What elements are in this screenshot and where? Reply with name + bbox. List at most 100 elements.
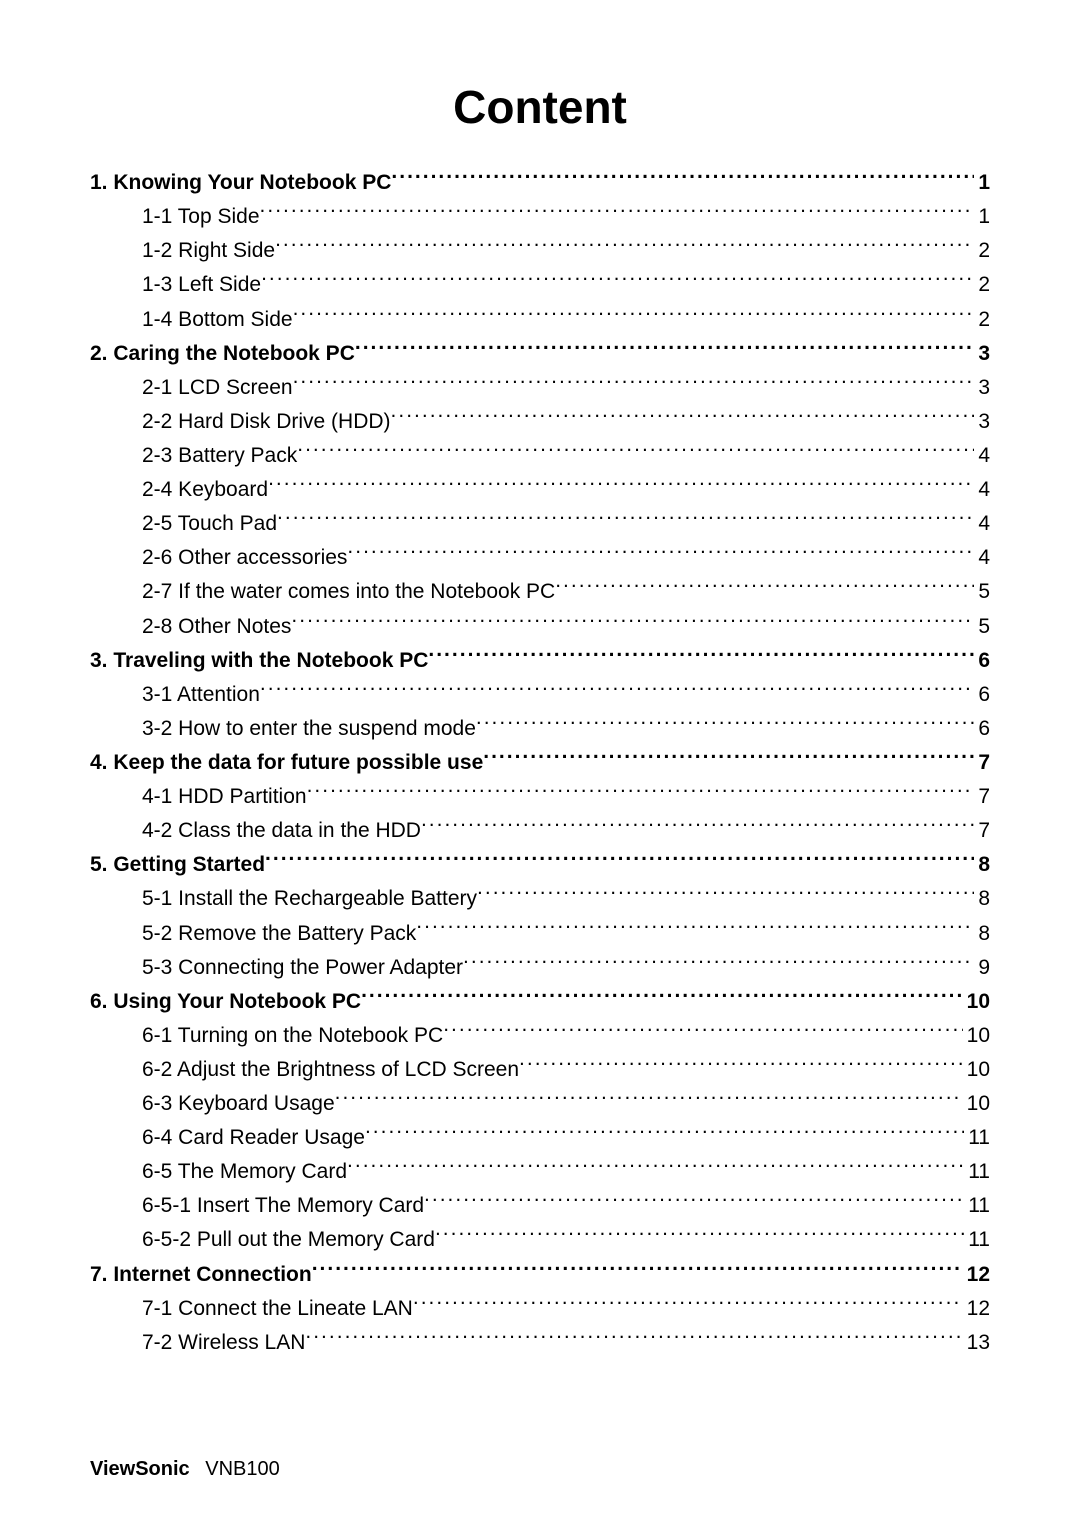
- toc-row: 1. Knowing Your Notebook PC 1: [90, 166, 990, 200]
- footer-brand: ViewSonic: [90, 1458, 190, 1480]
- toc-label: 7. Internet Connection: [90, 1258, 312, 1292]
- toc-label: 4-2 Class the data in the HDD: [142, 814, 421, 848]
- toc-label: 2-8 Other Notes: [142, 610, 291, 644]
- toc-leader-dots: [477, 882, 974, 905]
- toc-label: 6-5-2 Pull out the Memory Card: [142, 1223, 435, 1257]
- toc-row: 6-3 Keyboard Usage 10: [90, 1087, 990, 1121]
- toc-leader-dots: [277, 507, 974, 530]
- toc-leader-dots: [260, 678, 974, 701]
- toc-leader-dots: [413, 1292, 963, 1315]
- toc-label: 7-1 Connect the Lineate LAN: [142, 1292, 413, 1326]
- toc-row: 2-3 Battery Pack 4: [90, 439, 990, 473]
- toc-label: 6-4 Card Reader Usage: [142, 1121, 365, 1155]
- toc-label: 5-2 Remove the Battery Pack: [142, 917, 416, 951]
- toc-row: 4-2 Class the data in the HDD 7: [90, 814, 990, 848]
- toc-row: 6. Using Your Notebook PC 10: [90, 985, 990, 1019]
- toc-leader-dots: [428, 644, 974, 667]
- toc-leader-dots: [261, 268, 974, 291]
- toc-page-number: 4: [974, 507, 990, 541]
- toc-label: 7-2 Wireless LAN: [142, 1326, 305, 1360]
- toc-page-number: 3: [974, 337, 990, 371]
- toc-row: 7-1 Connect the Lineate LAN 12: [90, 1292, 990, 1326]
- toc-leader-dots: [424, 1189, 964, 1212]
- toc-page-number: 8: [974, 917, 990, 951]
- toc-row: 2-7 If the water comes into the Notebook…: [90, 575, 990, 609]
- toc-page-number: 5: [974, 610, 990, 644]
- toc-page-number: 8: [974, 848, 990, 882]
- toc-page-number: 4: [974, 541, 990, 575]
- toc-label: 1-1 Top Side: [142, 200, 260, 234]
- toc-leader-dots: [365, 1121, 964, 1144]
- toc-leader-dots: [435, 1223, 964, 1246]
- toc-page-number: 10: [963, 985, 990, 1019]
- toc-page-number: 6: [974, 712, 990, 746]
- toc-label: 1-3 Left Side: [142, 268, 261, 302]
- toc-row: 2-5 Touch Pad 4: [90, 507, 990, 541]
- toc-leader-dots: [275, 234, 974, 257]
- toc-leader-dots: [391, 405, 975, 428]
- toc-leader-dots: [421, 814, 974, 837]
- toc-page-number: 12: [963, 1292, 990, 1326]
- toc-row: 1-1 Top Side 1: [90, 200, 990, 234]
- toc-leader-dots: [347, 541, 974, 564]
- toc-row: 1-2 Right Side 2: [90, 234, 990, 268]
- toc-label: 1-4 Bottom Side: [142, 303, 293, 337]
- toc-page-number: 11: [964, 1223, 990, 1257]
- toc-leader-dots: [297, 439, 974, 462]
- toc-label: 2-5 Touch Pad: [142, 507, 277, 541]
- toc-label: 2-7 If the water comes into the Notebook…: [142, 575, 555, 609]
- toc-row: 6-2 Adjust the Brightness of LCD Screen …: [90, 1053, 990, 1087]
- toc-label: 2-3 Battery Pack: [142, 439, 297, 473]
- toc-page-number: 12: [963, 1258, 990, 1292]
- toc-leader-dots: [355, 337, 974, 360]
- toc-label: 5-3 Connecting the Power Adapter: [142, 951, 463, 985]
- toc-leader-dots: [293, 371, 975, 394]
- toc-row: 1-3 Left Side 2: [90, 268, 990, 302]
- toc-row: 4. Keep the data for future possible use…: [90, 746, 990, 780]
- toc-row: 7-2 Wireless LAN 13: [90, 1326, 990, 1360]
- toc-leader-dots: [463, 951, 974, 974]
- toc-page-number: 13: [963, 1326, 990, 1360]
- toc-label: 6-5 The Memory Card: [142, 1155, 347, 1189]
- toc-page-number: 4: [974, 439, 990, 473]
- toc-label: 2. Caring the Notebook PC: [90, 337, 355, 371]
- toc-leader-dots: [519, 1053, 963, 1076]
- toc-leader-dots: [476, 712, 974, 735]
- toc-row: 3-2 How to enter the suspend mode 6: [90, 712, 990, 746]
- toc-row: 3-1 Attention 6: [90, 678, 990, 712]
- toc-row: 6-1 Turning on the Notebook PC 10: [90, 1019, 990, 1053]
- toc-page-number: 6: [974, 644, 990, 678]
- toc-label: 3-1 Attention: [142, 678, 260, 712]
- toc-leader-dots: [312, 1258, 963, 1281]
- toc-leader-dots: [347, 1155, 964, 1178]
- toc-leader-dots: [307, 780, 975, 803]
- toc-leader-dots: [265, 848, 974, 871]
- toc-page-number: 2: [974, 303, 990, 337]
- toc-page-number: 2: [974, 268, 990, 302]
- toc-page-number: 4: [974, 473, 990, 507]
- toc-row: 7. Internet Connection 12: [90, 1258, 990, 1292]
- toc-leader-dots: [305, 1326, 962, 1349]
- toc-label: 6-1 Turning on the Notebook PC: [142, 1019, 443, 1053]
- toc-leader-dots: [416, 916, 974, 939]
- toc-leader-dots: [291, 609, 974, 632]
- toc-row: 5-2 Remove the Battery Pack 8: [90, 916, 990, 950]
- toc-label: 2-1 LCD Screen: [142, 371, 293, 405]
- footer: ViewSonic VNB100: [90, 1458, 280, 1481]
- toc-label: 4. Keep the data for future possible use: [90, 746, 483, 780]
- toc-row: 5. Getting Started 8: [90, 848, 990, 882]
- toc-leader-dots: [293, 302, 975, 325]
- toc-leader-dots: [268, 473, 974, 496]
- toc-page-number: 11: [964, 1155, 990, 1189]
- toc-label: 1. Knowing Your Notebook PC: [90, 166, 391, 200]
- toc-label: 6. Using Your Notebook PC: [90, 985, 361, 1019]
- toc-page-number: 11: [964, 1121, 990, 1155]
- toc-page-number: 8: [974, 882, 990, 916]
- toc-label: 3. Traveling with the Notebook PC: [90, 644, 428, 678]
- toc-page-number: 7: [974, 780, 990, 814]
- toc-page-number: 6: [974, 678, 990, 712]
- toc-label: 5. Getting Started: [90, 848, 265, 882]
- toc-label: 3-2 How to enter the suspend mode: [142, 712, 476, 746]
- toc-page-number: 2: [974, 234, 990, 268]
- toc-row: 3. Traveling with the Notebook PC 6: [90, 644, 990, 678]
